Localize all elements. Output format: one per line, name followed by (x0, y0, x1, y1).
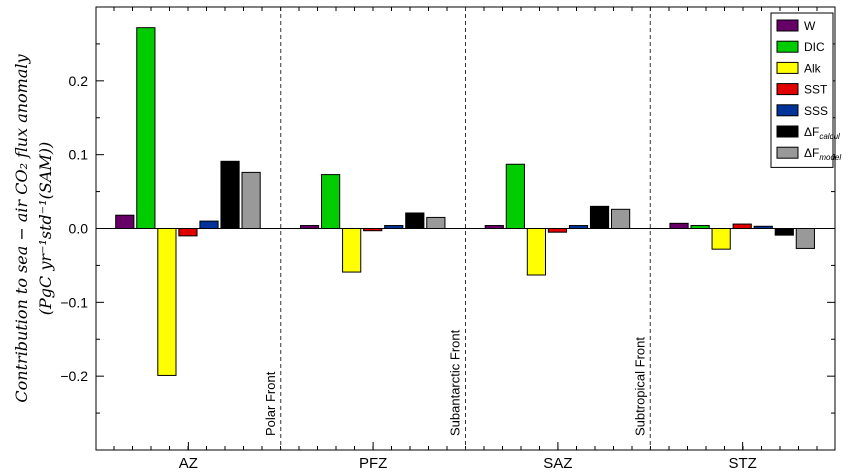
bar-stz-3 (732, 223, 752, 230)
x-tick-label: STZ (728, 455, 756, 472)
bar-stz-0 (669, 222, 689, 229)
y-tick-label: 0.1 (69, 147, 89, 163)
y-tick-label: −0.2 (60, 368, 88, 384)
bar-az-2 (157, 228, 177, 376)
bar-az-1 (136, 27, 156, 229)
bar-stz-1 (690, 225, 710, 229)
bar-saz-5 (589, 205, 610, 230)
y-tick-label: −0.1 (60, 294, 88, 310)
bar-saz-2 (526, 228, 546, 276)
bar-saz-6 (611, 208, 631, 229)
legend-label: SSS (804, 104, 828, 118)
bar-az-4 (199, 220, 219, 230)
bar-pfz-2 (342, 228, 362, 273)
bar-saz-3 (547, 228, 568, 233)
legend-swatch (776, 19, 799, 32)
x-tick-label: PFZ (359, 455, 387, 472)
plot-frame (95, 6, 836, 451)
bar-pfz-0 (299, 225, 320, 229)
bar-az-6 (241, 171, 261, 230)
bar-pfz-4 (384, 225, 404, 229)
y-tick-label: 0.2 (69, 73, 89, 89)
legend-label: W (804, 19, 816, 33)
bar-stz-6 (795, 228, 815, 249)
front-label: Polar Front (263, 371, 278, 436)
bar-stz-2 (711, 228, 731, 250)
bar-stz-4 (753, 225, 773, 230)
legend-swatch (776, 104, 799, 117)
bar-saz-4 (568, 225, 589, 229)
legend-swatch (776, 125, 799, 138)
legend-label: ΔFmodel (804, 146, 841, 162)
bar-az-3 (178, 228, 198, 237)
bar-pfz-6 (426, 216, 446, 230)
legend-swatch (776, 146, 799, 159)
bar-saz-0 (484, 225, 504, 229)
bar-az-5 (220, 160, 240, 229)
bar-pfz-5 (405, 212, 425, 229)
bar-az-0 (115, 214, 135, 230)
legend-label: SST (804, 83, 828, 97)
y-axis-label-line1: Contribution to sea − air CO₂ flux anoma… (12, 53, 31, 402)
front-label: Subtropical Front (632, 337, 647, 436)
legend-swatch (776, 83, 799, 96)
y-tick-label: 0.0 (69, 221, 89, 237)
bar-saz-1 (505, 163, 525, 229)
y-axis-label-line2: (PgC yr⁻¹std⁻¹(SAM)) (36, 142, 55, 316)
x-tick-label: SAZ (543, 455, 572, 472)
front-label: Subantarctic Front (448, 329, 463, 436)
bar-stz-5 (774, 228, 794, 236)
bar-pfz-1 (321, 174, 341, 230)
bar-pfz-3 (363, 228, 383, 232)
legend-label: ΔFcalcul (804, 125, 840, 141)
legend-label: Alk (804, 61, 822, 75)
x-tick-label: AZ (179, 455, 198, 472)
legend-swatch (776, 61, 799, 74)
legend-label: DIC (804, 40, 825, 54)
legend-swatch (776, 40, 799, 53)
